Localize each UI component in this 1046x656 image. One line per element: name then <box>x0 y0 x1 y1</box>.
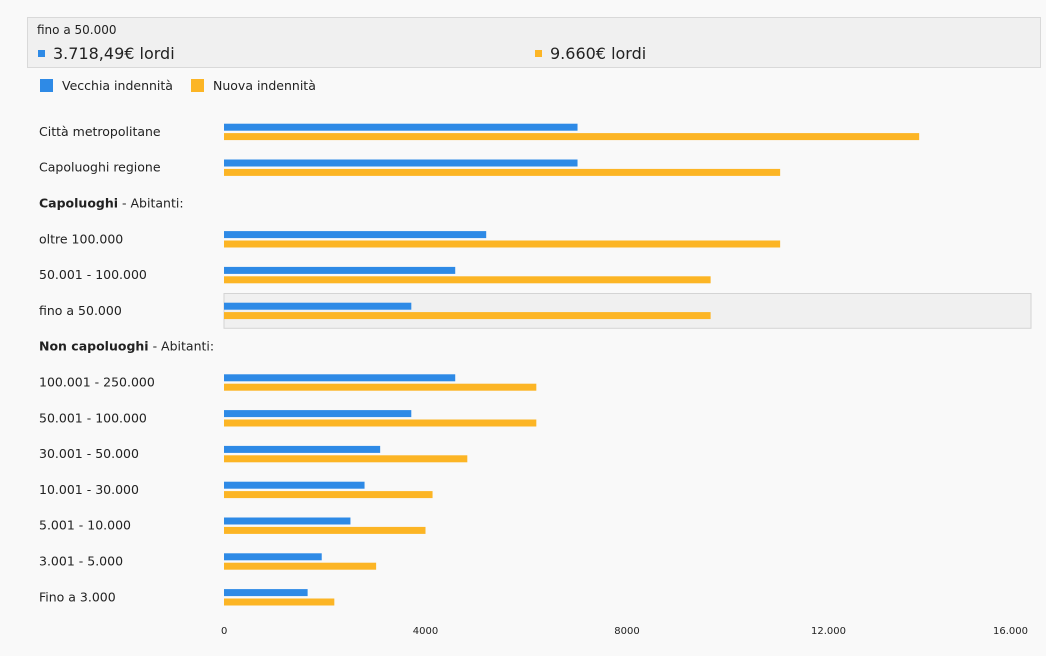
bar-old[interactable] <box>224 481 365 489</box>
row-label: 5.001 - 10.000 <box>39 518 131 533</box>
bar-new[interactable] <box>224 383 537 391</box>
x-tick-label: 8000 <box>614 626 639 637</box>
new-series-marker <box>535 50 542 57</box>
bar-old[interactable] <box>224 589 308 597</box>
x-tick-label: 12.000 <box>811 626 846 637</box>
row-label: 10.001 - 30.000 <box>39 482 139 497</box>
row-label: Fino a 3.000 <box>39 589 116 604</box>
bar-old[interactable] <box>224 231 487 239</box>
legend-item-new[interactable]: Nuova indennità <box>191 78 316 93</box>
bar-old[interactable] <box>224 374 456 382</box>
row-label: 50.001 - 100.000 <box>39 410 147 425</box>
row-label: Città metropolitane <box>39 124 161 139</box>
x-tick-label: 16.000 <box>993 626 1028 637</box>
bar-new[interactable] <box>224 562 377 570</box>
bar-old[interactable] <box>224 517 351 525</box>
row-label: 50.001 - 100.000 <box>39 267 147 282</box>
bar-new[interactable] <box>224 168 781 176</box>
tooltip: fino a 50.000 3.718,49€ lordi 9.660€ lor… <box>27 17 1041 68</box>
bar-old[interactable] <box>224 123 578 131</box>
tooltip-title: fino a 50.000 <box>37 23 117 37</box>
bar-new[interactable] <box>224 312 711 320</box>
row-label: Capoluoghi regione <box>39 160 161 175</box>
bar-old[interactable] <box>224 553 322 561</box>
row-label: 3.001 - 5.000 <box>39 554 123 569</box>
old-series-marker <box>38 50 45 57</box>
group-heading-suffix: - Abitanti: <box>118 196 184 211</box>
highlight-row-bg <box>223 293 1032 329</box>
row-label: oltre 100.000 <box>39 231 123 246</box>
tooltip-old-value: 3.718,49€ lordi <box>38 44 175 63</box>
bar-old[interactable] <box>224 445 381 453</box>
legend-swatch-old <box>40 79 53 92</box>
legend-label-old: Vecchia indennità <box>62 78 173 93</box>
legend-item-old[interactable]: Vecchia indennità <box>40 78 173 93</box>
bar-old[interactable] <box>224 159 578 167</box>
group-heading: Non capoluoghi - Abitanti: <box>39 339 214 354</box>
bar-new[interactable] <box>224 276 711 284</box>
x-tick-label: 0 <box>221 626 227 637</box>
x-tick-label: 4000 <box>413 626 438 637</box>
bar-old[interactable] <box>224 410 412 418</box>
bar-new[interactable] <box>224 526 426 534</box>
group-heading: Capoluoghi - Abitanti: <box>39 196 184 211</box>
bar-new[interactable] <box>224 598 335 606</box>
row-label: fino a 50.000 <box>39 303 122 318</box>
bar-new[interactable] <box>224 240 781 248</box>
bar-new[interactable] <box>224 133 920 141</box>
bar-new[interactable] <box>224 455 468 463</box>
legend-swatch-new <box>191 79 204 92</box>
bar-new[interactable] <box>224 491 433 499</box>
legend-label-new: Nuova indennità <box>213 78 316 93</box>
bar-old[interactable] <box>224 266 456 274</box>
group-heading-suffix: - Abitanti: <box>149 339 215 354</box>
bar-new[interactable] <box>224 419 537 427</box>
row-label: 100.001 - 250.000 <box>39 375 155 390</box>
row-label: 30.001 - 50.000 <box>39 446 139 461</box>
tooltip-new-value-text: 9.660€ lordi <box>550 44 647 63</box>
tooltip-old-value-text: 3.718,49€ lordi <box>53 44 175 63</box>
group-heading-bold: Capoluoghi <box>39 196 118 211</box>
bar-old[interactable] <box>224 302 412 310</box>
group-heading-bold: Non capoluoghi <box>39 339 149 354</box>
tooltip-new-value: 9.660€ lordi <box>535 44 646 63</box>
